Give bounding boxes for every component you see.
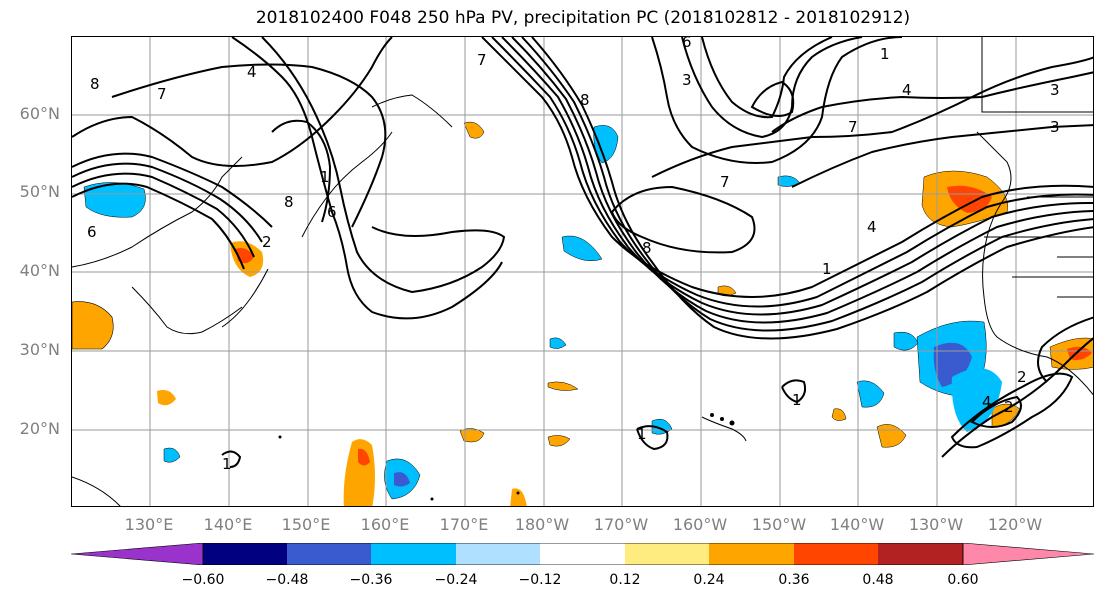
- colorbar-extend-max: [962, 542, 1095, 566]
- lon-label-140e: 140°E: [203, 515, 253, 534]
- precip-negative-area: [933, 342, 972, 387]
- precip-positive-area: [831, 408, 847, 421]
- precip-negative-area: [83, 182, 146, 218]
- contour-label: 2: [1017, 368, 1027, 386]
- precip-negative-area: [163, 447, 181, 463]
- precip-positive-area: [547, 435, 571, 447]
- colorbar-segment: [540, 543, 625, 565]
- contour-label: 2: [1004, 398, 1014, 416]
- lon-label-150w: 150°W: [751, 515, 807, 534]
- colorbar-segment: [709, 543, 794, 565]
- precip-positive-area: [459, 428, 485, 443]
- lon-label-170e: 170°E: [439, 515, 489, 534]
- lat-label-40n: 40°N: [19, 261, 60, 280]
- contour-label: 7: [848, 118, 858, 136]
- contour-label: 3: [1050, 81, 1060, 99]
- precip-negative-area: [561, 235, 603, 261]
- precip-positive-area: [510, 488, 527, 506]
- colorbar-segment: [287, 543, 371, 565]
- colorbar-tick: −0.36: [349, 572, 393, 588]
- colorbar-tick: 0.24: [693, 572, 725, 588]
- contour-label: 4: [867, 218, 877, 236]
- lon-label-130w: 130°W: [908, 515, 964, 534]
- colorbar-extend-min: [70, 542, 204, 566]
- colorbar-segment: [456, 543, 540, 565]
- lat-label-20n: 20°N: [19, 419, 60, 438]
- contour-labels: 8 7 4 6 7 8 1 6 8 6 3 4 3 3 1 7 8 7 1 4 …: [87, 37, 1060, 473]
- colorbar-tick: −0.60: [181, 572, 225, 588]
- precip-negative-area: [951, 368, 1002, 432]
- precip-shading: [72, 121, 1093, 506]
- colorbar-segment: [203, 543, 287, 565]
- colorbar-segment: [878, 543, 963, 565]
- precip-negative-area: [549, 337, 567, 349]
- lon-label-160w: 160°W: [672, 515, 728, 534]
- contour-label: 8: [642, 239, 652, 257]
- contour-label: 8: [90, 75, 100, 93]
- precip-positive-area: [358, 448, 370, 466]
- contour-label: 7: [157, 85, 167, 103]
- lon-label-160e: 160°E: [360, 515, 410, 534]
- contour-label: 8: [284, 193, 294, 211]
- colorbar-tick: −0.12: [518, 572, 562, 588]
- colorbar: [70, 542, 1095, 569]
- contour-label: 1: [880, 45, 890, 63]
- precip-negative-area: [856, 380, 885, 408]
- map-panel[interactable]: 8 7 4 6 7 8 1 6 8 6 3 4 3 3 1 7 8 7 1 4 …: [71, 36, 1094, 507]
- colorbar-segment: [794, 543, 878, 565]
- contour-label: 8: [580, 91, 590, 109]
- contour-label: 6: [327, 203, 337, 221]
- contour-label: 3: [1050, 118, 1060, 136]
- precip-positive-area: [463, 121, 485, 139]
- contour-label: 3: [682, 71, 692, 89]
- colorbar-tick: 0.60: [947, 572, 979, 588]
- pv-contours: [72, 37, 1093, 468]
- colorbar-tick: −0.48: [265, 572, 309, 588]
- lon-label-180w: 180°W: [514, 515, 570, 534]
- colorbar-segment: [371, 543, 456, 565]
- contour-label: 4: [982, 393, 992, 411]
- colorbar-tick: −0.24: [434, 572, 478, 588]
- contour-label: 2: [262, 233, 272, 251]
- contour-label: 4: [247, 63, 257, 81]
- colorbar-tick: 0.12: [609, 572, 641, 588]
- precip-positive-area: [157, 390, 176, 406]
- precip-negative-area: [893, 331, 919, 351]
- precip-negative-area: [651, 419, 673, 435]
- contour-label: 7: [720, 173, 730, 191]
- lat-label-50n: 50°N: [19, 182, 60, 201]
- contour-label: 1: [637, 425, 647, 443]
- contour-label: 7: [477, 51, 487, 69]
- contour-label: 1: [822, 260, 832, 278]
- islands: [278, 413, 735, 501]
- lat-label-60n: 60°N: [19, 104, 60, 123]
- colorbar-svg: [70, 542, 1095, 566]
- contour-label: 4: [902, 81, 912, 99]
- precip-positive-area: [547, 381, 579, 391]
- map-canvas: 8 7 4 6 7 8 1 6 8 6 3 4 3 3 1 7 8 7 1 4 …: [72, 37, 1093, 506]
- contour-label: 6: [87, 223, 97, 241]
- lon-label-130e: 130°E: [124, 515, 174, 534]
- lon-label-150e: 150°E: [281, 515, 331, 534]
- lon-label-140w: 140°W: [829, 515, 885, 534]
- contour-label: 6: [682, 37, 692, 51]
- figure-title: 2018102400 F048 250 hPa PV, precipitatio…: [255, 8, 911, 28]
- contour-label: 1: [792, 391, 802, 409]
- lon-label-170w: 170°W: [593, 515, 649, 534]
- precip-negative-area: [394, 472, 410, 487]
- contour-label: 1: [222, 455, 232, 473]
- lat-label-30n: 30°N: [19, 340, 60, 359]
- colorbar-segment: [625, 543, 709, 565]
- precip-positive-area: [947, 185, 992, 213]
- lon-label-120w: 120°W: [987, 515, 1043, 534]
- colorbar-tick: 0.48: [862, 572, 894, 588]
- precip-positive-area: [876, 424, 907, 448]
- colorbar-tick: 0.36: [778, 572, 810, 588]
- contour-label: 1: [320, 168, 330, 186]
- graticule: [72, 37, 1093, 506]
- precip-positive-area: [72, 301, 114, 350]
